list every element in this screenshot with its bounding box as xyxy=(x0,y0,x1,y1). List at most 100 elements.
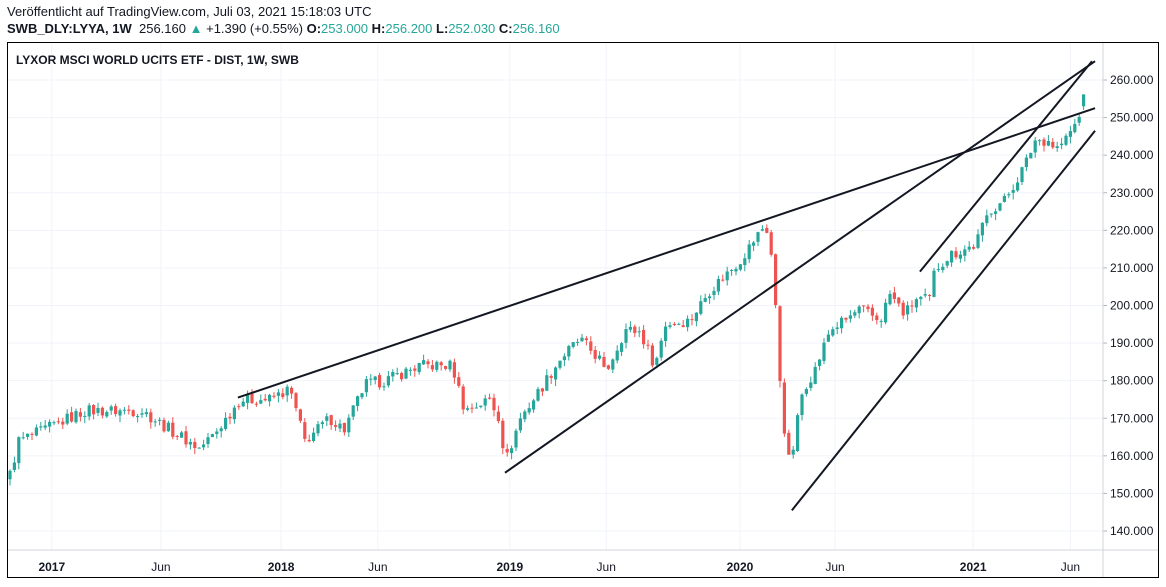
candle-down xyxy=(237,406,241,408)
candle-down xyxy=(633,326,637,334)
candle-up xyxy=(941,266,945,270)
candle-up xyxy=(404,368,408,379)
candle-up xyxy=(809,382,813,388)
candle-down xyxy=(439,362,443,366)
candle-down xyxy=(1051,141,1055,148)
candle-up xyxy=(74,410,78,423)
candle-up xyxy=(52,422,56,424)
candle-up xyxy=(1029,153,1033,159)
candle-down xyxy=(774,254,778,306)
y-tick-label: 150.000 xyxy=(1110,486,1154,500)
candle-down xyxy=(505,448,509,453)
candle-up xyxy=(1055,146,1059,148)
candle-down xyxy=(496,411,500,422)
candle-down xyxy=(184,431,188,445)
candle-up xyxy=(180,432,184,438)
candle-up xyxy=(967,246,971,250)
candle-up xyxy=(285,386,289,396)
candle-up xyxy=(466,408,470,410)
candle-up xyxy=(364,379,368,393)
candle-down xyxy=(870,307,874,316)
candle-up xyxy=(83,415,87,417)
candle-up xyxy=(752,242,756,246)
candle-down xyxy=(307,439,311,442)
candle-down xyxy=(303,422,307,439)
candle-up xyxy=(312,432,316,442)
candle-up xyxy=(699,301,703,314)
candle-up xyxy=(96,407,100,413)
candle-down xyxy=(430,365,434,370)
candle-up xyxy=(677,323,681,325)
trend-line xyxy=(791,130,1096,511)
x-tick-label: Jun xyxy=(151,560,170,574)
candle-down xyxy=(281,393,285,397)
candle-up xyxy=(87,405,91,417)
candle-down xyxy=(193,441,197,449)
candle-down xyxy=(149,412,153,423)
candle-down xyxy=(342,422,346,433)
candle-down xyxy=(470,407,474,409)
candle-up xyxy=(224,417,228,429)
candle-up xyxy=(1046,140,1050,146)
low-value: 252.030 xyxy=(448,21,496,36)
candle-down xyxy=(56,421,60,423)
candle-down xyxy=(452,362,456,378)
last-price: 256.160 xyxy=(138,21,186,36)
candle-up xyxy=(1016,182,1020,191)
candle-up xyxy=(1077,116,1081,123)
published-info: Veröffentlicht auf TradingView.com, Juli… xyxy=(7,4,372,19)
trend-line xyxy=(504,60,1096,474)
y-tick-label: 240.000 xyxy=(1110,148,1154,162)
candle-down xyxy=(650,345,654,366)
candle-up xyxy=(514,430,518,448)
candle-up xyxy=(994,211,998,214)
y-tick-label: 180.000 xyxy=(1110,374,1154,388)
candle-up xyxy=(48,421,52,427)
candle-up xyxy=(109,406,113,411)
candle-up xyxy=(906,305,910,315)
price-change: +1.390 (+0.55%) xyxy=(206,21,303,36)
candle-up xyxy=(980,222,984,236)
candle-up xyxy=(356,396,360,406)
candle-up xyxy=(571,342,575,347)
candle-up xyxy=(136,416,140,418)
candle-down xyxy=(488,397,492,399)
candle-up xyxy=(879,320,883,322)
candle-up xyxy=(976,234,980,248)
candle-up xyxy=(923,294,927,296)
candle-down xyxy=(457,377,461,386)
x-tick-label: 2018 xyxy=(268,560,295,574)
candle-up xyxy=(725,271,729,281)
candle-down xyxy=(606,365,610,369)
candle-up xyxy=(668,325,672,327)
candle-up xyxy=(804,389,808,394)
up-triangle-icon: ▲ xyxy=(189,21,203,36)
candle-up xyxy=(963,249,967,256)
candle-up xyxy=(26,433,30,437)
candle-up xyxy=(8,470,12,480)
candle-up xyxy=(615,350,619,361)
candle-down xyxy=(250,392,254,404)
candle-down xyxy=(492,397,496,411)
candle-down xyxy=(413,368,417,371)
candle-up xyxy=(12,462,16,470)
candle-down xyxy=(844,317,848,320)
candle-up xyxy=(708,296,712,299)
candle-up xyxy=(1007,194,1011,196)
candle-up xyxy=(523,411,527,420)
candle-up xyxy=(813,366,817,384)
candle-down xyxy=(501,420,505,449)
candle-up xyxy=(21,437,25,439)
candle-up xyxy=(408,369,412,371)
candle-up xyxy=(382,386,386,388)
candle-up xyxy=(835,327,839,329)
candle-up xyxy=(558,360,562,368)
candle-up xyxy=(716,279,720,292)
candle-up xyxy=(747,244,751,260)
candle-down xyxy=(175,435,179,437)
candle-up xyxy=(65,413,69,424)
candle-down xyxy=(787,432,791,455)
candle-down xyxy=(127,409,131,411)
candle-up xyxy=(738,264,742,270)
